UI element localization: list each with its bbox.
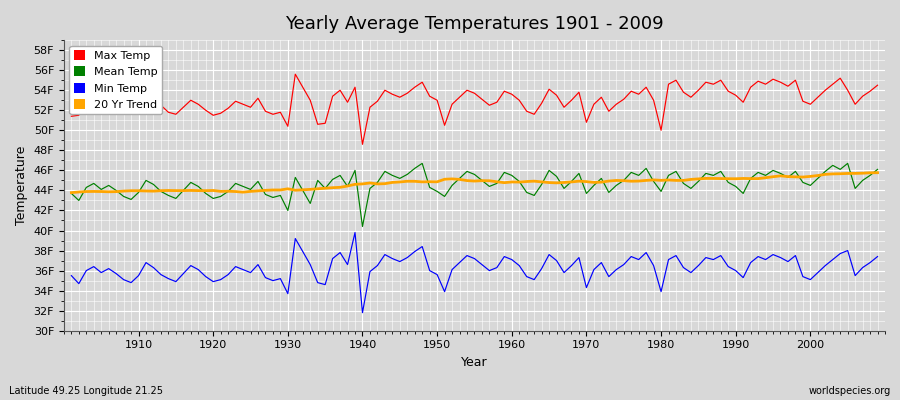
Y-axis label: Temperature: Temperature xyxy=(15,146,28,225)
Text: worldspecies.org: worldspecies.org xyxy=(809,386,891,396)
Title: Yearly Average Temperatures 1901 - 2009: Yearly Average Temperatures 1901 - 2009 xyxy=(285,15,664,33)
X-axis label: Year: Year xyxy=(461,356,488,369)
Text: Latitude 49.25 Longitude 21.25: Latitude 49.25 Longitude 21.25 xyxy=(9,386,163,396)
Legend: Max Temp, Mean Temp, Min Temp, 20 Yr Trend: Max Temp, Mean Temp, Min Temp, 20 Yr Tre… xyxy=(69,46,162,114)
